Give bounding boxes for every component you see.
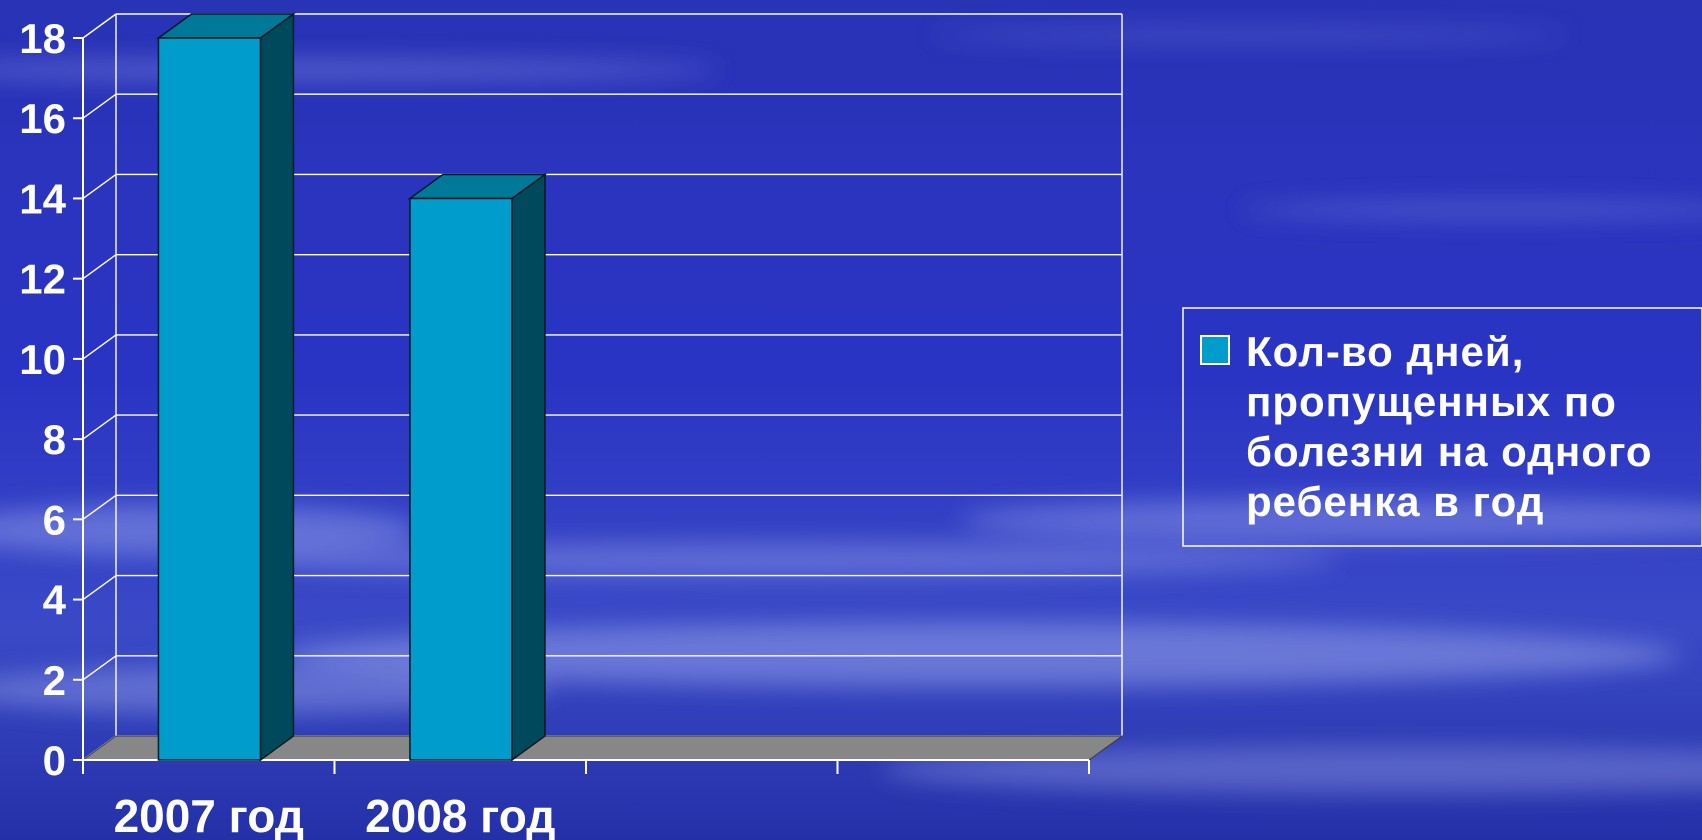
gridline-diagonal (82, 173, 117, 200)
legend-text-line: ребенка в год (1246, 478, 1544, 525)
x-tick-label: 2008 год (365, 790, 555, 840)
y-tick-label: 12 (19, 256, 66, 303)
y-tick-label: 18 (19, 15, 66, 62)
gridline-diagonal (82, 334, 117, 360)
bar-front (409, 197, 513, 761)
legend-text-line: Кол-во дней, (1246, 328, 1524, 375)
plot-area: 0 2 4 6 8 10 12 14 16 18 2007 год 2008 год (19, 12, 1124, 840)
gridline-diagonal (82, 254, 117, 280)
y-tick-label: 10 (19, 336, 66, 383)
gridline-diagonal (82, 93, 117, 119)
y-tick-label: 4 (43, 577, 67, 624)
gridline-diagonal (82, 655, 117, 681)
gridline-diagonal (82, 13, 117, 39)
legend-swatch (1200, 335, 1230, 365)
y-tick-label: 14 (19, 175, 66, 222)
legend-text-line: пропущенных по (1246, 378, 1617, 425)
gridline-diagonal (82, 414, 117, 440)
bar-front (157, 37, 262, 761)
gridline-diagonal (82, 574, 117, 601)
y-tick-label: 2 (43, 657, 66, 704)
bar (407, 172, 548, 762)
bar-side (259, 12, 295, 762)
bar (156, 12, 296, 762)
legend-box (1182, 307, 1702, 547)
y-tick-label: 8 (43, 416, 66, 463)
y-tick-label: 16 (19, 95, 66, 142)
x-tick-label: 2007 год (114, 790, 304, 840)
gridline-diagonal (82, 494, 117, 520)
y-tick-label: 0 (43, 737, 66, 784)
y-tick-label: 6 (43, 496, 66, 543)
legend-text-line: болезни на одного (1246, 428, 1653, 475)
bar-side (511, 172, 546, 762)
